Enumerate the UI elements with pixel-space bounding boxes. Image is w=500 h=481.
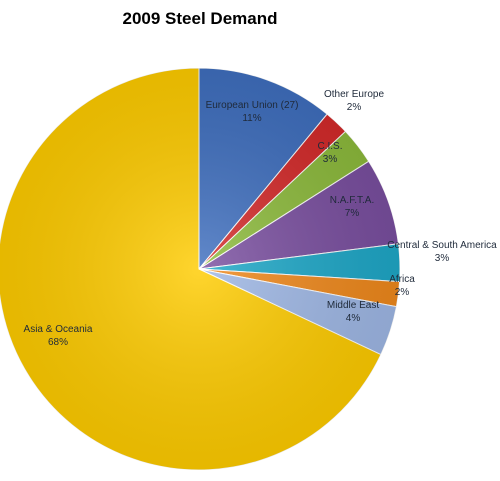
slice-label-0: European Union (27) 11% [206, 100, 299, 124]
slice-label-value-4: 3% [435, 253, 450, 264]
slice-label-4: Central & South America 3% [387, 240, 497, 264]
slice-label-value-3: 7% [345, 208, 360, 219]
slice-label-name-4: Central & South America [387, 240, 497, 251]
slice-label-name-6: Middle East [327, 300, 379, 311]
slice-label-value-6: 4% [346, 313, 361, 324]
slice-label-7: Asia & Oceania 68% [24, 324, 93, 348]
slice-label-3: N.A.F.T.A. 7% [330, 195, 374, 219]
slice-label-6: Middle East 4% [327, 300, 379, 324]
slice-label-name-3: N.A.F.T.A. [330, 195, 374, 206]
chart-title: 2009 Steel Demand [123, 9, 278, 28]
slice-label-name-2: C.I.S. [317, 141, 342, 152]
slice-label-name-0: European Union (27) [206, 100, 299, 111]
slice-label-5: Africa 2% [389, 274, 415, 298]
slice-label-value-0: 11% [242, 113, 261, 124]
slice-label-name-5: Africa [389, 274, 415, 285]
slice-labels: European Union (27) 11% Other Europe 2% C.I.… [24, 89, 498, 348]
slice-label-name-7: Asia & Oceania [24, 324, 93, 335]
slice-label-value-5: 2% [395, 287, 410, 298]
slice-label-1: Other Europe 2% [324, 89, 384, 113]
slice-label-2: C.I.S. 3% [317, 141, 342, 165]
slice-label-value-2: 3% [323, 154, 338, 165]
pie-slices [0, 67, 401, 471]
slice-label-value-7: 68% [48, 337, 68, 348]
slice-label-name-1: Other Europe [324, 89, 384, 100]
slice-label-value-1: 2% [347, 102, 362, 113]
